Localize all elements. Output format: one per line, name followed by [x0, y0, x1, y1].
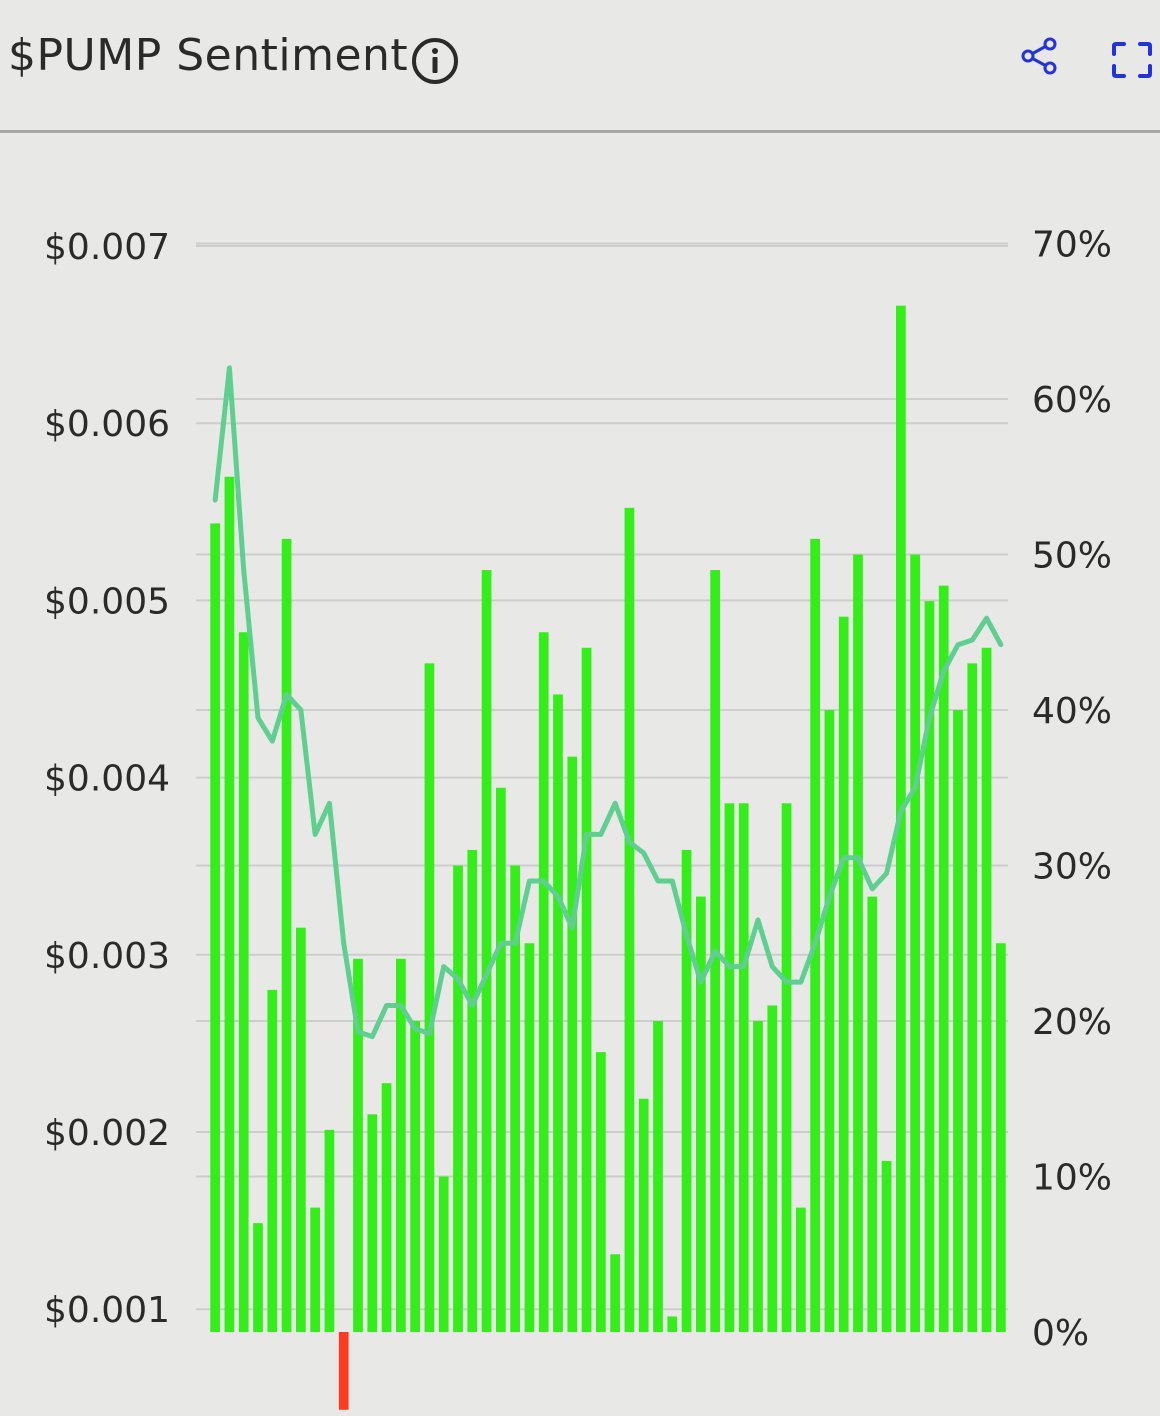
sentiment-bar	[310, 1207, 320, 1332]
sentiment-bar	[624, 507, 635, 1333]
right-tick-label: 10%	[1032, 1158, 1112, 1199]
sentiment-bar	[281, 538, 292, 1332]
sentiment-bar	[253, 1223, 263, 1332]
left-tick-label: $0.002	[44, 1113, 170, 1154]
right-axis: 70% 60% 50% 40% 30% 20% 10% 0%	[1032, 225, 1112, 1355]
left-tick-label: $0.007	[44, 227, 170, 268]
sentiment-bar	[567, 756, 578, 1332]
sentiment-bar	[696, 896, 706, 1332]
sentiment-bar	[753, 1021, 763, 1332]
sentiment-bar	[996, 943, 1006, 1332]
left-tick-label: $0.006	[44, 404, 170, 445]
sentiment-bar	[981, 647, 992, 1332]
sentiment-bar	[767, 1005, 778, 1332]
sentiment-bar	[453, 865, 463, 1332]
sentiment-bar	[296, 927, 306, 1332]
sentiment-bar	[367, 1114, 378, 1332]
sentiment-bar	[581, 647, 592, 1332]
chart-title: $PUMP Sentiment	[8, 30, 409, 81]
sentiment-bar	[638, 1098, 649, 1332]
right-tick-label: 40%	[1032, 691, 1112, 732]
sentiment-bar	[796, 1207, 806, 1332]
right-tick-label: 30%	[1032, 847, 1112, 888]
sentiment-line	[212, 365, 1004, 1040]
sentiment-bar	[667, 1316, 678, 1332]
sentiment-bar	[553, 694, 563, 1332]
sentiment-bar	[824, 710, 835, 1332]
sentiment-bar	[653, 1021, 663, 1332]
sentiment-bar	[267, 989, 278, 1332]
sentiment-bar	[853, 554, 863, 1332]
sentiment-bar	[238, 632, 249, 1332]
sentiment-bar	[967, 663, 978, 1332]
sentiment-bar	[467, 849, 478, 1332]
sentiment-bar	[381, 1083, 392, 1332]
share-nodes-icon[interactable]	[1018, 34, 1062, 78]
chart-header: $PUMP Sentiment	[0, 0, 1160, 133]
info-circle-icon[interactable]	[410, 36, 460, 86]
sentiment-bar	[524, 943, 535, 1332]
sentiment-bar	[924, 601, 935, 1332]
sentiment-bar	[496, 787, 506, 1332]
sentiment-bar	[338, 1332, 349, 1410]
sentiment-bar	[938, 585, 949, 1332]
left-tick-label: $0.003	[44, 936, 170, 977]
sentiment-bar	[881, 1160, 892, 1332]
right-tick-label: 60%	[1032, 380, 1112, 421]
sentiment-bar	[867, 896, 878, 1332]
sentiment-bar	[424, 663, 435, 1332]
sentiment-bar	[781, 803, 792, 1332]
right-tick-label: 20%	[1032, 1002, 1112, 1043]
sentiment-bar	[610, 1254, 620, 1332]
bar-series	[210, 305, 1006, 1410]
sentiment-bar	[224, 476, 235, 1332]
left-tick-label: $0.001	[44, 1290, 170, 1331]
sentiment-bar	[538, 632, 549, 1332]
sentiment-bar	[410, 1021, 420, 1332]
sentiment-bar	[738, 803, 749, 1332]
sentiment-bar	[324, 1129, 335, 1332]
sentiment-bar	[953, 710, 963, 1332]
line-series	[212, 365, 1004, 1040]
sentiment-bar	[596, 1052, 606, 1332]
sentiment-bar	[353, 958, 363, 1332]
right-tick-label: 70%	[1032, 225, 1112, 266]
right-tick-label: 50%	[1032, 536, 1112, 577]
left-axis: $0.007 $0.006 $0.005 $0.004 $0.003 $0.002 $0.0…	[44, 227, 170, 1331]
left-tick-label: $0.005	[44, 581, 170, 622]
sentiment-bar	[910, 554, 920, 1332]
fullscreen-icon[interactable]	[1110, 40, 1154, 80]
sentiment-bar	[724, 803, 735, 1332]
sentiment-bar	[510, 865, 520, 1332]
sentiment-bar	[210, 523, 220, 1332]
sentiment-bar	[681, 849, 692, 1332]
right-tick-label: 0%	[1032, 1313, 1089, 1354]
sentiment-bar	[396, 958, 406, 1332]
sentiment-bar	[481, 570, 492, 1332]
sentiment-bar	[838, 616, 849, 1332]
sentiment-bar	[438, 1176, 449, 1332]
left-tick-label: $0.004	[44, 759, 170, 800]
